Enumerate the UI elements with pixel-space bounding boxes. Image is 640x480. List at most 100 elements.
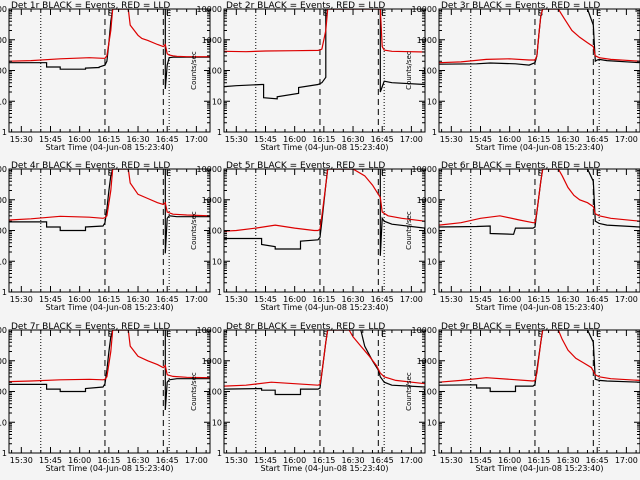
x-tick-label: 15:45 — [254, 295, 277, 304]
marker-label-s: S — [323, 330, 328, 339]
x-tick-label: 16:30 — [126, 456, 149, 465]
x-tick-label: 16:15 — [312, 295, 335, 304]
marker-label-s: S — [538, 9, 543, 18]
marker-label-e: E — [381, 9, 386, 18]
y-tick-label: 10000 — [197, 5, 222, 14]
y-tick-label: 1 — [432, 128, 437, 137]
x-tick-label: 16:30 — [556, 456, 579, 465]
y-tick-label: 10 — [427, 257, 437, 266]
lld-series-line — [9, 169, 210, 221]
chart-title: Det 6r BLACK = Events, RED = LLD — [441, 161, 600, 171]
chart-panel-2: Det 2r BLACK = Events, RED = LLD Counts/s… — [190, 1, 426, 152]
events-series-line — [9, 9, 210, 90]
x-tick-label: 16:45 — [371, 135, 394, 144]
series-group — [9, 9, 210, 90]
y-tick-label: 10 — [0, 257, 7, 266]
x-tick-label: 16:30 — [341, 456, 364, 465]
marker-label-e: E — [596, 169, 601, 178]
x-tick-label: 15:30 — [10, 456, 33, 465]
y-tick-label: 10000 — [0, 326, 7, 335]
chart-panel-9: Det 9r BLACK = Events, RED = LLD Counts/s… — [405, 322, 640, 473]
lld-series-line — [9, 9, 210, 62]
x-tick-label: 16:00 — [68, 135, 91, 144]
chart-title: Det 4r BLACK = Events, RED = LLD — [11, 161, 170, 171]
y-tick-label: 1000 — [202, 196, 222, 205]
chart-panel-6: Det 6r BLACK = Events, RED = LLD Counts/s… — [405, 161, 640, 312]
x-tick-label: 16:15 — [97, 135, 120, 144]
chart-title: Det 1r BLACK = Events, RED = LLD — [11, 1, 170, 11]
chart-panel-5: Det 5r BLACK = Events, RED = LLD Counts/s… — [190, 161, 426, 312]
y-tick-label: 1 — [432, 449, 437, 458]
x-axis-label: Start Time (04-Jun-08 15:23:40) — [261, 464, 389, 473]
x-tick-label: 17:00 — [400, 456, 423, 465]
x-tick-label: 15:30 — [225, 135, 248, 144]
y-tick-label: 10 — [427, 97, 437, 106]
x-tick-label: 16:30 — [556, 295, 579, 304]
x-tick-label: 16:45 — [371, 456, 394, 465]
x-tick-label: 17:00 — [185, 295, 208, 304]
x-tick-label: 17:00 — [185, 456, 208, 465]
events-series-line — [224, 169, 425, 256]
y-tick-label: 10000 — [412, 326, 437, 335]
x-tick-label: 15:45 — [39, 295, 62, 304]
marker-label-s: S — [538, 169, 543, 178]
plot-frame — [223, 168, 426, 293]
x-tick-label: 17:00 — [615, 295, 638, 304]
lld-series-line — [439, 9, 640, 64]
x-tick-label: 16:15 — [527, 456, 550, 465]
x-tick-label: 17:00 — [615, 456, 638, 465]
y-tick-label: 10 — [427, 418, 437, 427]
y-tick-label: 1 — [217, 128, 222, 137]
x-tick-label: 15:45 — [39, 456, 62, 465]
x-tick-label: 16:30 — [556, 135, 579, 144]
y-tick-label: 1000 — [0, 36, 7, 45]
x-tick-label: 15:30 — [10, 135, 33, 144]
x-tick-label: 16:15 — [97, 456, 120, 465]
x-axis-label: Start Time (04-Jun-08 15:23:40) — [46, 303, 174, 312]
x-tick-label: 16:15 — [527, 135, 550, 144]
x-axis-label: Start Time (04-Jun-08 15:23:40) — [46, 464, 174, 473]
marker-label-e: E — [381, 330, 386, 339]
y-tick-label: 1 — [2, 288, 7, 297]
marker-label-s: S — [538, 330, 543, 339]
marker-label-e: E — [381, 169, 386, 178]
events-series-line — [439, 169, 640, 235]
y-axis-label: Counts/sec — [405, 211, 413, 250]
lld-series-line — [224, 169, 425, 232]
x-tick-label: 16:15 — [312, 456, 335, 465]
y-tick-label: 100 — [422, 67, 437, 76]
chart-title: Det 8r BLACK = Events, RED = LLD — [226, 322, 385, 332]
y-tick-label: 10000 — [0, 5, 7, 14]
series-group — [224, 330, 425, 396]
x-tick-label: 16:00 — [283, 295, 306, 304]
y-tick-label: 100 — [422, 388, 437, 397]
chart-title: Det 2r BLACK = Events, RED = LLD — [226, 1, 385, 11]
series-group — [439, 169, 640, 235]
x-tick-label: 16:00 — [283, 135, 306, 144]
x-tick-label: 16:45 — [156, 456, 179, 465]
x-tick-label: 15:30 — [440, 295, 463, 304]
chart-title: Det 7r BLACK = Events, RED = LLD — [11, 322, 170, 332]
x-tick-label: 16:00 — [498, 456, 521, 465]
x-tick-label: 16:00 — [498, 135, 521, 144]
y-tick-label: 100 — [0, 227, 7, 236]
lld-series-line — [439, 169, 640, 226]
y-axis-label: Counts/sec — [190, 51, 198, 90]
y-tick-label: 100 — [422, 227, 437, 236]
y-tick-label: 1 — [217, 449, 222, 458]
y-tick-label: 100 — [207, 388, 222, 397]
x-axis-label: Start Time (04-Jun-08 15:23:40) — [476, 143, 604, 152]
x-tick-label: 16:15 — [312, 135, 335, 144]
x-axis-label: Start Time (04-Jun-08 15:23:40) — [476, 464, 604, 473]
x-tick-label: 16:00 — [283, 456, 306, 465]
y-tick-label: 100 — [0, 67, 7, 76]
x-tick-label: 15:30 — [440, 135, 463, 144]
x-tick-label: 15:30 — [225, 295, 248, 304]
x-tick-label: 15:45 — [39, 135, 62, 144]
plot-frame — [223, 8, 426, 133]
y-tick-label: 10 — [212, 257, 222, 266]
x-tick-label: 16:30 — [126, 135, 149, 144]
y-tick-label: 1000 — [0, 357, 7, 366]
marker-label-e: E — [596, 330, 601, 339]
x-tick-label: 16:45 — [586, 135, 609, 144]
